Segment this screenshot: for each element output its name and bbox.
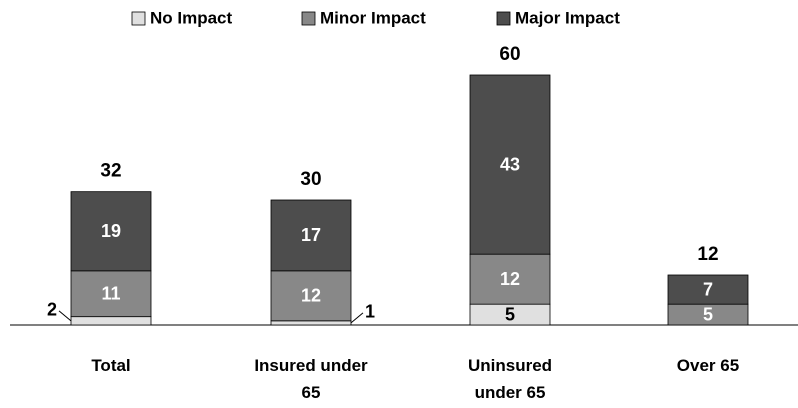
- bar-segment: [270, 199, 352, 272]
- legend-label: Major Impact: [515, 8, 620, 27]
- value-label: 5: [703, 304, 713, 324]
- x-tick-label: Total: [91, 356, 131, 375]
- bar-segment: [667, 274, 749, 305]
- value-label: 11: [101, 284, 120, 304]
- bar-segment: [270, 320, 352, 326]
- legend-label: Minor Impact: [320, 8, 426, 27]
- value-label: 17: [301, 225, 321, 245]
- x-tick-label: Over 65: [676, 356, 740, 375]
- value-label: 43: [500, 154, 520, 174]
- value-label: 1: [365, 302, 375, 322]
- bar-segment: [70, 270, 152, 318]
- value-label: 2: [47, 300, 57, 320]
- total-label: 12: [697, 244, 718, 265]
- legend-swatch: [496, 11, 511, 26]
- total-label: 30: [300, 169, 321, 190]
- bar-segment: [469, 74, 551, 255]
- legend-swatch: [131, 11, 146, 26]
- x-tick-label: Insured under 65: [254, 356, 368, 402]
- leader-line: [58, 310, 72, 322]
- total-label: 32: [100, 161, 121, 182]
- value-label: 19: [101, 221, 121, 241]
- bar-segment: [70, 316, 152, 326]
- value-label: 12: [301, 286, 321, 306]
- value-label: 7: [703, 279, 713, 299]
- bar-segment: [469, 253, 551, 305]
- value-label: 5: [505, 304, 515, 324]
- value-label: 12: [500, 269, 520, 289]
- legend-swatch: [301, 11, 316, 26]
- bar-segment: [70, 191, 152, 272]
- x-tick-label: Uninsured under 65: [467, 356, 553, 402]
- leader-line: [350, 312, 364, 324]
- total-label: 60: [499, 44, 520, 65]
- legend-label: No Impact: [150, 8, 233, 27]
